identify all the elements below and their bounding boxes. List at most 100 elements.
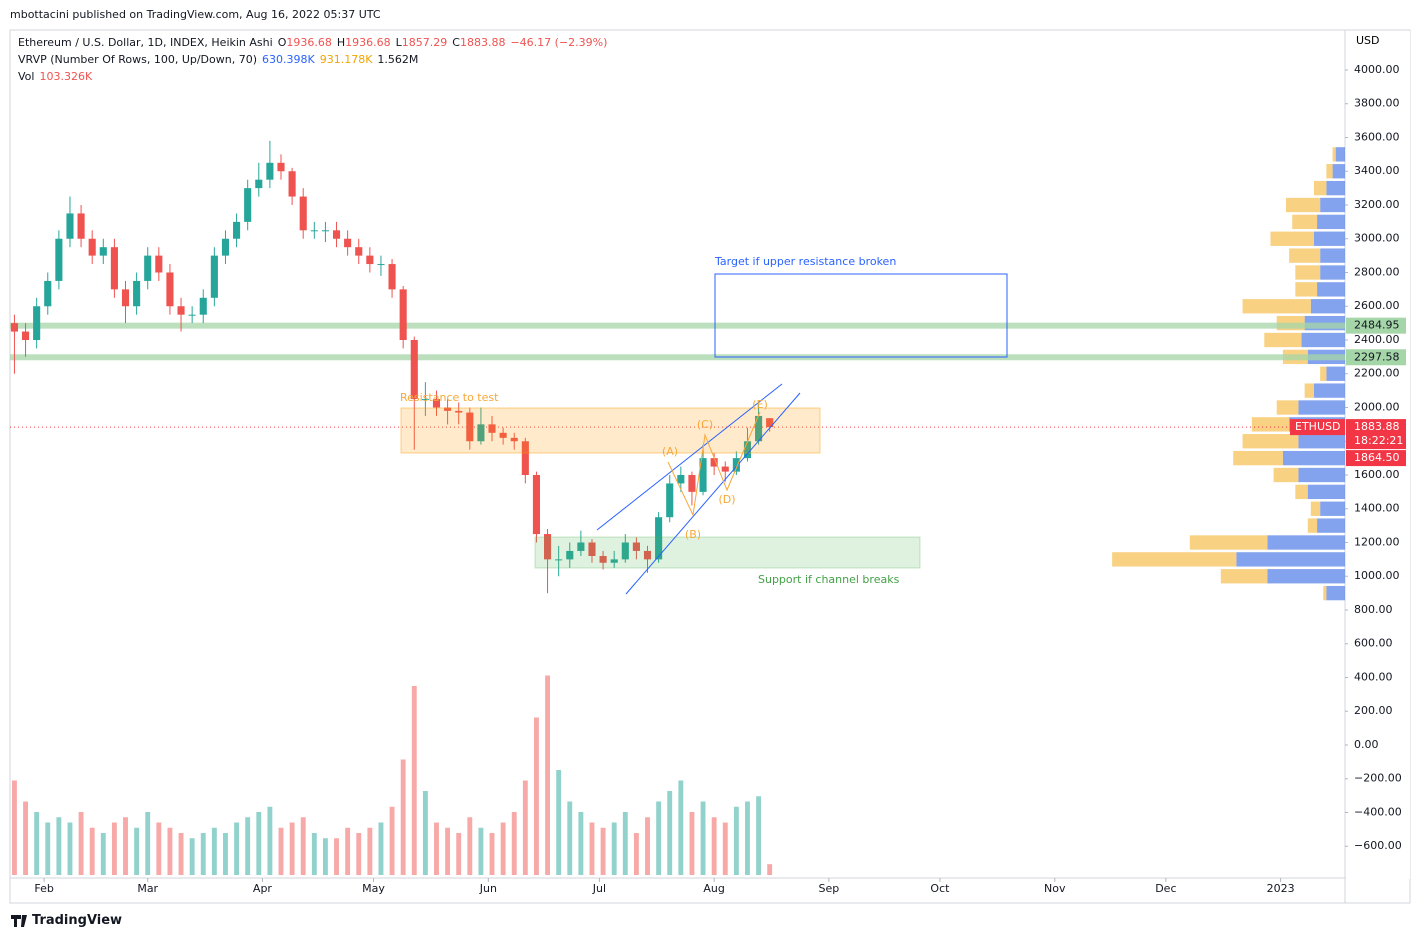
ohlc-value: 1936.68 xyxy=(345,36,391,49)
wave-label: (C) xyxy=(697,418,713,431)
profile-down-bar xyxy=(1220,569,1268,584)
symbol-badge xyxy=(1290,419,1345,436)
indicator-value: 1.562M xyxy=(377,53,419,66)
resistance-zone xyxy=(400,407,821,454)
candle-body xyxy=(366,255,374,265)
y-tick-label: 2800.00 xyxy=(1354,265,1400,278)
profile-up-bar xyxy=(1320,501,1345,516)
candle-body xyxy=(544,534,552,560)
brand-logo xyxy=(11,915,27,927)
profile-down-bar xyxy=(1326,164,1333,179)
candle-body xyxy=(221,238,230,256)
price-level-band xyxy=(10,322,1345,329)
price-badge xyxy=(1346,317,1406,334)
candle-body xyxy=(88,238,96,256)
profile-down-bar xyxy=(1310,501,1321,516)
candle-body xyxy=(643,550,652,560)
candle-body xyxy=(444,407,452,411)
profile-up-bar xyxy=(1310,299,1345,314)
candle-body xyxy=(33,306,41,340)
volume-bar xyxy=(145,812,151,875)
y-tick-label: 200.00 xyxy=(1354,704,1393,717)
candle-body xyxy=(388,264,396,290)
support-label: Support if channel breaks xyxy=(758,573,900,586)
support-zone xyxy=(534,536,921,569)
y-tick-label: 2200.00 xyxy=(1354,367,1400,380)
volume-bar xyxy=(434,822,439,875)
y-tick-label: 3600.00 xyxy=(1354,130,1400,143)
profile-up-bar xyxy=(1317,214,1345,230)
candle-body xyxy=(21,331,30,340)
profile-up-bar xyxy=(1317,282,1345,297)
volume-bar xyxy=(34,812,40,875)
y-tick-label: 1000.00 xyxy=(1354,569,1400,582)
volume-bar xyxy=(600,827,606,875)
profile-down-bar xyxy=(1270,231,1314,246)
volume-bar xyxy=(733,806,739,875)
volume-bar xyxy=(189,838,195,875)
ohlc-key: L xyxy=(395,36,402,49)
candle-body xyxy=(466,412,474,442)
legend-row: VRVP (Number Of Rows, 100, Up/Down, 70) 6… xyxy=(18,53,423,66)
y-tick-label: 0.00 xyxy=(1354,738,1379,751)
volume-bar xyxy=(678,780,684,875)
wave-label: (A) xyxy=(662,445,678,458)
candle-body xyxy=(121,289,130,307)
indicator-value: 630.398K xyxy=(262,53,315,66)
candle-body xyxy=(532,474,541,535)
target-box xyxy=(714,273,1008,358)
candle-body xyxy=(166,272,174,307)
profile-up-bar xyxy=(1320,197,1345,213)
volume-bar xyxy=(134,827,140,875)
candle-body xyxy=(133,280,141,307)
change-value: −46.17 (−2.39%) xyxy=(510,36,608,49)
volume-bar xyxy=(234,822,240,875)
volume-bar xyxy=(367,827,373,875)
profile-down-bar xyxy=(1273,467,1299,483)
candle-body xyxy=(410,339,418,400)
volume-bar xyxy=(611,822,617,875)
candle-body xyxy=(521,441,529,475)
wave-label: (B) xyxy=(685,528,701,541)
candle-body xyxy=(299,196,307,231)
candle-body xyxy=(655,517,663,560)
volume-bar xyxy=(645,817,650,875)
profile-down-bar xyxy=(1307,518,1318,533)
volume-bar xyxy=(200,833,206,875)
profile-up-bar xyxy=(1326,180,1345,196)
profile-up-bar xyxy=(1313,383,1345,398)
candle-body xyxy=(99,247,107,256)
volume-bar xyxy=(278,827,284,875)
volume-bar xyxy=(500,822,506,875)
y-tick-label: 1600.00 xyxy=(1354,468,1400,481)
volume-bar xyxy=(167,827,173,875)
candle-body xyxy=(755,415,763,442)
candle-body xyxy=(210,255,218,298)
candle-body xyxy=(721,466,729,472)
volume-bar xyxy=(334,838,339,875)
x-tick-label: Oct xyxy=(930,882,950,895)
profile-down-bar xyxy=(1289,248,1321,263)
profile-down-bar xyxy=(1292,214,1318,230)
y-tick-label: 3400.00 xyxy=(1354,164,1400,177)
candle-body xyxy=(688,474,696,492)
profile-up-bar xyxy=(1335,147,1345,162)
candle-body xyxy=(488,424,496,433)
x-tick-label: Mar xyxy=(137,882,158,895)
price-badge xyxy=(1346,349,1406,366)
x-tick-label: May xyxy=(362,882,385,895)
price-badge-label: 2484.95 xyxy=(1354,319,1400,332)
currency-label: USD xyxy=(1356,34,1380,47)
volume-bar xyxy=(156,822,162,875)
ohlc-key: C xyxy=(452,36,460,49)
candle-body xyxy=(599,555,607,563)
indicator-name: VRVP (Number Of Rows, 100, Up/Down, 70) xyxy=(18,53,258,66)
profile-down-bar xyxy=(1313,180,1327,196)
wave-line xyxy=(667,411,761,517)
profile-up-bar xyxy=(1326,585,1345,601)
x-tick-label: Nov xyxy=(1044,882,1066,895)
candle-body xyxy=(766,418,774,428)
candle-body xyxy=(55,238,63,281)
volume-bar xyxy=(756,796,762,875)
indicator-name: Vol xyxy=(18,70,35,83)
